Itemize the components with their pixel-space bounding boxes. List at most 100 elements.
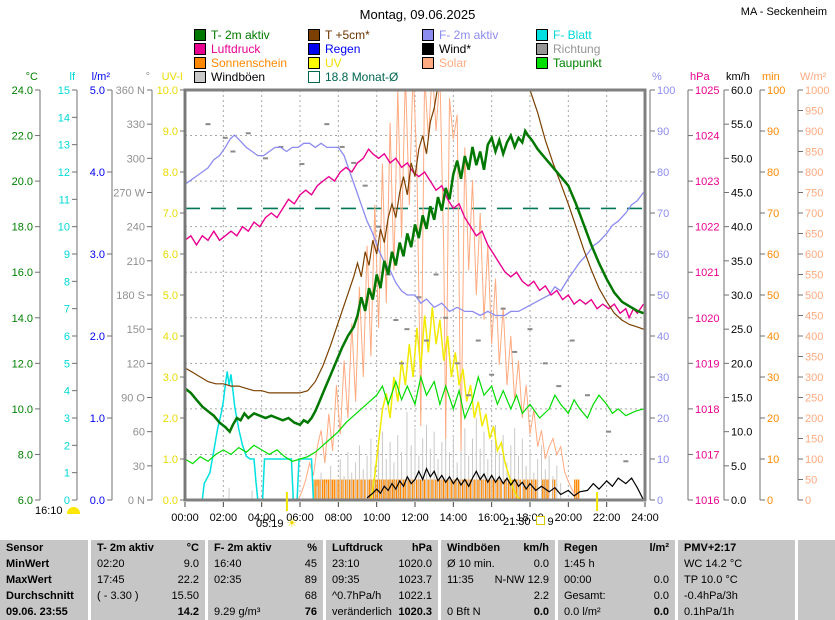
cell-text: MaxWert xyxy=(6,574,52,586)
svg-text:24.0: 24.0 xyxy=(12,85,33,97)
cell-text: Sensor xyxy=(6,542,44,554)
svg-text:02:00: 02:00 xyxy=(210,512,238,524)
svg-text:30: 30 xyxy=(767,372,779,384)
stats-cell: MaxWert xyxy=(0,572,88,588)
svg-text:90: 90 xyxy=(657,126,669,138)
cell-value: 68 xyxy=(304,590,317,602)
stats-cell: 1:45 h xyxy=(558,556,675,572)
legend-item-regen: Regen xyxy=(308,42,422,56)
legend-label: UV xyxy=(325,56,342,70)
svg-text:900: 900 xyxy=(805,126,823,138)
svg-text:7.0: 7.0 xyxy=(163,208,178,220)
svg-text:lf: lf xyxy=(70,71,76,83)
svg-text:6.0: 6.0 xyxy=(163,249,178,261)
stats-cell: ( - 3.30 ) 15.50 xyxy=(91,588,205,604)
stats-cell: 09.06. 23:55 xyxy=(0,604,88,620)
svg-text:40: 40 xyxy=(657,331,669,343)
axis-uv-i: 10.0 9.0 8.0 7.0 6.0 5.0 4.0 3.0 2.0 1.0 0.0 UV-I xyxy=(157,71,186,507)
cell-value: 1022.1 xyxy=(398,590,432,602)
svg-text:2.0: 2.0 xyxy=(163,413,178,425)
cell-text: ( - 3.30 ) xyxy=(97,590,139,602)
series-wind xyxy=(366,467,645,500)
sunset-extra: 9 xyxy=(547,516,554,528)
svg-text:06:00: 06:00 xyxy=(286,512,314,524)
stats-cell: 23:10 1020.0 xyxy=(326,556,438,572)
cell-value: 0.0 xyxy=(533,606,549,618)
legend-item-wind: Wind* xyxy=(422,42,536,56)
cell-text: Luftdruck xyxy=(332,542,383,554)
cell-value: 1020.3 xyxy=(398,606,432,618)
moon-icon xyxy=(66,507,80,514)
legend-swatch xyxy=(536,29,548,41)
svg-text:60.0: 60.0 xyxy=(731,85,752,97)
stats-cell: 17:45 22.2 xyxy=(91,572,205,588)
stats-cell xyxy=(798,604,835,620)
station-name: MA - Seckenheim xyxy=(740,6,827,18)
cell-text: 02:20 xyxy=(97,558,125,570)
weather-chart: 24.022.020.018.016.014.012.010.08.06.0°C… xyxy=(12,71,830,524)
sunset-time: 21:30 9 xyxy=(503,516,554,528)
cell-value: hPa xyxy=(411,542,432,554)
svg-text:50: 50 xyxy=(805,475,817,487)
svg-text:10: 10 xyxy=(767,454,779,466)
svg-text:10:00: 10:00 xyxy=(363,512,391,524)
axis-: 360 N 330 300 270 W 240 210 180 S 150 120 90 O 60 3… xyxy=(113,71,153,507)
cell-text: T- 2m aktiv xyxy=(97,542,154,554)
svg-text:1021: 1021 xyxy=(695,267,719,279)
svg-text:270 W: 270 W xyxy=(113,188,145,200)
svg-text:2.0: 2.0 xyxy=(90,331,105,343)
legend-swatch xyxy=(536,43,548,55)
svg-text:10.0: 10.0 xyxy=(157,85,178,97)
svg-text:70: 70 xyxy=(767,208,779,220)
svg-text:°: ° xyxy=(146,71,150,83)
svg-text:km/h: km/h xyxy=(726,71,750,83)
svg-text:24:00: 24:00 xyxy=(631,512,659,524)
stats-header-cell: Windböen km/h xyxy=(441,540,555,556)
cell-text: 16:40 xyxy=(214,558,242,570)
svg-text:12: 12 xyxy=(58,167,70,179)
svg-text:18.0: 18.0 xyxy=(12,222,33,234)
stats-cell xyxy=(798,572,835,588)
stats-cell: 2.2 xyxy=(441,588,555,604)
legend-item-t-5cm: T +5cm* xyxy=(308,28,422,42)
cell-text: 02:35 xyxy=(214,574,242,586)
cell-text: ^0.7hPa/h xyxy=(332,590,382,602)
svg-text:%: % xyxy=(652,71,662,83)
stats-cell: 02:20 9.0 xyxy=(91,556,205,572)
svg-text:0: 0 xyxy=(805,495,811,507)
cell-text: Gesamt: xyxy=(564,590,606,602)
svg-text:6.0: 6.0 xyxy=(18,495,33,507)
legend-label: 18.8 Monat-Ø xyxy=(325,70,399,84)
stats-cell: WC 14.2 °C xyxy=(678,556,795,572)
svg-text:1016: 1016 xyxy=(695,495,719,507)
cell-text: -0.4hPa/3h xyxy=(684,590,738,602)
svg-text:550: 550 xyxy=(805,270,823,282)
legend-item-f-2m-aktiv: F- 2m aktiv xyxy=(422,28,536,42)
svg-text:55.0: 55.0 xyxy=(731,119,752,131)
cell-text: WC 14.2 °C xyxy=(684,558,743,570)
axis-l-m: 5.0 4.0 3.0 2.0 1.0 0.0 l/m² xyxy=(90,71,113,507)
svg-text:450: 450 xyxy=(805,311,823,323)
legend-label: Solar xyxy=(439,56,468,70)
legend-item-uv: UV xyxy=(308,56,422,70)
stats-cell: 0 Bft N 0.0 xyxy=(441,604,555,620)
svg-text:100: 100 xyxy=(767,85,785,97)
svg-text:3: 3 xyxy=(64,413,70,425)
svg-text:300: 300 xyxy=(127,153,145,165)
svg-text:25.0: 25.0 xyxy=(731,324,752,336)
svg-text:210: 210 xyxy=(127,256,145,268)
svg-text:7: 7 xyxy=(64,304,70,316)
cell-text: Ø 10 min. xyxy=(447,558,495,570)
svg-text:min: min xyxy=(762,71,780,83)
svg-text:8: 8 xyxy=(64,276,70,288)
svg-text:200: 200 xyxy=(805,413,823,425)
legend-swatch xyxy=(194,29,206,41)
stats-cell: 0.1hPa/1h xyxy=(678,604,795,620)
svg-text:10: 10 xyxy=(58,222,70,234)
sunset-label: 21:30 xyxy=(503,516,531,528)
stats-header-cell: Sensor xyxy=(0,540,88,556)
svg-text:1019: 1019 xyxy=(695,358,719,370)
legend-item-luftdruck: Luftdruck xyxy=(194,42,308,56)
